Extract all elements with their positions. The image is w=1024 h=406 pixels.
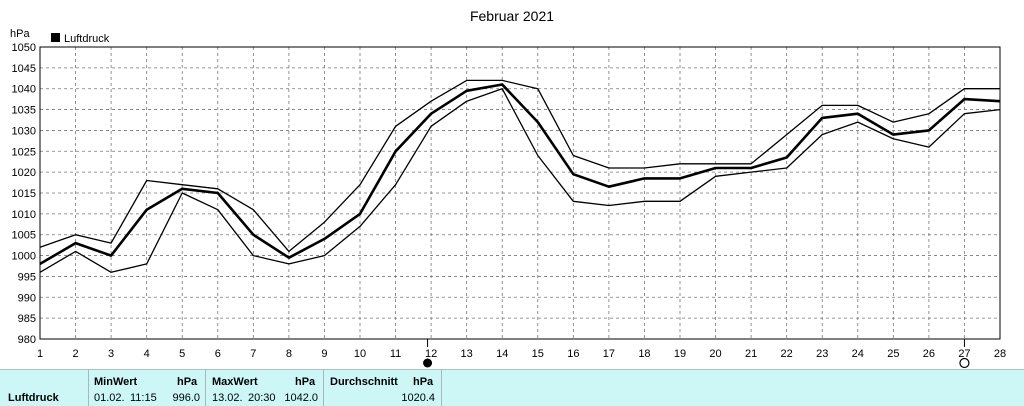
- x-tick-label: 9: [321, 348, 327, 360]
- x-tick-label: 28: [994, 348, 1006, 360]
- x-tick-label: 4: [144, 348, 150, 360]
- full-moon-icon: [959, 357, 970, 369]
- y-tick-label: 980: [18, 334, 36, 346]
- x-tick-label: 2: [72, 348, 78, 360]
- stats-series-label: Luftdruck: [8, 392, 59, 404]
- y-tick-label: 1030: [12, 125, 36, 137]
- stats-avg-value: 1020.4: [401, 392, 435, 404]
- x-tick-label: 16: [567, 348, 579, 360]
- stats-min-date: 01.02.: [94, 392, 125, 404]
- stats-max-cell: MaxWert hPa 13.02. 20:30 1042.0: [206, 370, 324, 406]
- new-moon-icon: [423, 358, 433, 368]
- stats-max-unit: hPa: [295, 376, 316, 388]
- stats-min-time: 11:15: [130, 392, 157, 404]
- plot-frame: [39, 46, 1001, 340]
- y-tick-label: 1040: [12, 84, 36, 96]
- y-tick-label: 1005: [12, 230, 36, 242]
- x-tick-label: 27: [958, 348, 970, 360]
- y-tick-label: 1000: [12, 251, 36, 263]
- pressure-chart: Februar 2021 hPa Luftdruck 9809859909951…: [10, 8, 1006, 369]
- stats-min-unit: hPa: [177, 376, 198, 388]
- x-tick-label: 13: [461, 348, 473, 360]
- y-tick-label: 1020: [12, 167, 36, 179]
- x-tick-label: 7: [250, 348, 256, 360]
- legend-label: Luftdruck: [64, 33, 110, 45]
- x-tick-label: 19: [674, 348, 686, 360]
- y-axis-label: hPa: [10, 28, 30, 40]
- x-tick-label: 15: [532, 348, 544, 360]
- x-tick-label: 17: [603, 348, 615, 360]
- x-tick-label: 20: [709, 348, 721, 360]
- stats-max-header: MaxWert: [212, 376, 258, 388]
- series-line-max: [39, 79, 1000, 253]
- series-line-min: [39, 88, 1001, 273]
- series-line-avg: [39, 83, 1001, 266]
- stats-avg-header: Durchschnitt: [330, 376, 398, 388]
- x-axis: 1 2 3 4 5 6 7 8 9 10 11 12 13 14 15 16 17 18 19 20 21 22 23 24 2…: [37, 348, 1006, 360]
- x-tick-label: 25: [887, 348, 899, 360]
- chart-title: Februar 2021: [470, 8, 554, 24]
- y-axis: 980 985 990 995 1000 1005 1010 1015 1020 1025 1030…: [12, 42, 36, 346]
- y-tick-label: 990: [18, 292, 36, 304]
- stats-series-cell: Luftdruck: [0, 370, 89, 406]
- series-lines: [39, 79, 1001, 273]
- x-tick-label: 14: [496, 348, 508, 360]
- y-tick-label: 1010: [12, 209, 36, 221]
- x-tick-label: 23: [816, 348, 828, 360]
- y-tick-label: 1025: [12, 146, 36, 158]
- y-tick-label: 985: [18, 313, 36, 325]
- x-tick-label: 6: [215, 348, 221, 360]
- x-tick-label: 22: [781, 348, 793, 360]
- y-tick-label: 1050: [12, 42, 36, 54]
- stats-max-time: 20:30: [248, 392, 276, 404]
- y-tick-label: 1045: [12, 63, 36, 75]
- stats-avg-cell: Durchschnitt hPa 1020.4: [324, 370, 442, 406]
- x-tick-label: 5: [179, 348, 185, 360]
- stats-avg-unit: hPa: [413, 376, 434, 388]
- x-tick-label: 8: [286, 348, 292, 360]
- grid: [39, 46, 1001, 340]
- x-tick-label: 12: [425, 348, 437, 360]
- x-tick-label: 10: [354, 348, 366, 360]
- stats-max-value: 1042.0: [284, 392, 318, 404]
- y-tick-label: 1035: [12, 105, 36, 117]
- statistics-bar: Luftdruck MinWert hPa 01.02. 11:15 996.0…: [0, 369, 1024, 406]
- x-tick-label: 26: [923, 348, 935, 360]
- stats-min-header: MinWert: [94, 376, 138, 388]
- x-tick-label: 1: [37, 348, 43, 360]
- x-tick-label: 18: [638, 348, 650, 360]
- stats-max-date: 13.02.: [212, 392, 243, 404]
- x-tick-label: 21: [745, 348, 757, 360]
- x-tick-label: 3: [108, 348, 114, 360]
- moon-markers: [423, 339, 970, 369]
- stats-min-cell: MinWert hPa 01.02. 11:15 996.0: [89, 370, 206, 406]
- y-tick-label: 995: [18, 271, 36, 283]
- legend-swatch: [51, 33, 60, 42]
- x-tick-label: 24: [852, 348, 864, 360]
- stats-min-value: 996.0: [172, 392, 200, 404]
- y-tick-label: 1015: [12, 188, 36, 200]
- x-tick-label: 11: [390, 348, 401, 360]
